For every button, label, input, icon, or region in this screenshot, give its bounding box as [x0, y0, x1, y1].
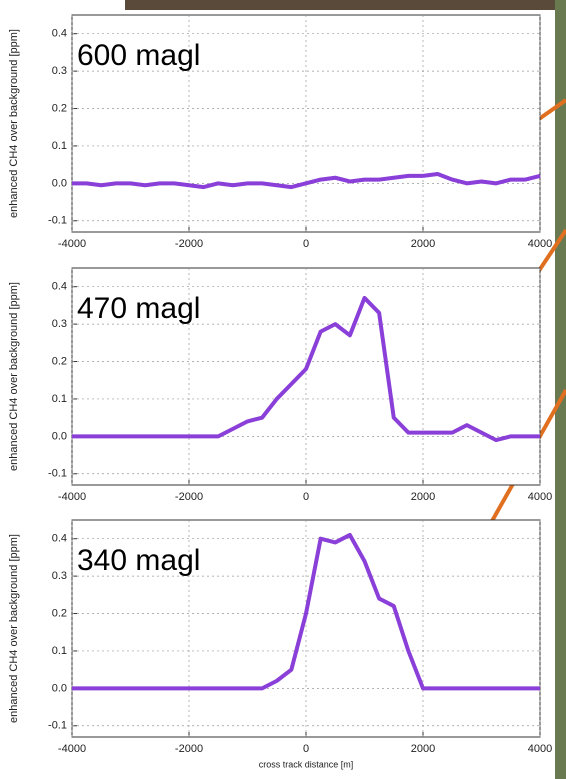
- x-axis-label: cross track distance [m]: [259, 759, 354, 769]
- y-tick-label: 0.0: [52, 177, 67, 189]
- y-tick-label: 0.4: [52, 281, 67, 293]
- x-tick-label: 0: [303, 743, 309, 755]
- data-line: [72, 172, 541, 190]
- y-axis-label: enhanced CH4 over background [ppm]: [8, 282, 20, 471]
- map-strip-top: [125, 0, 566, 10]
- x-tick-label: 2000: [411, 238, 435, 250]
- y-tick-label: 0.1: [52, 140, 67, 152]
- y-tick-label: 0.3: [52, 570, 67, 582]
- y-tick-label: 0.2: [52, 355, 67, 367]
- x-tick-label: 4000: [528, 491, 552, 503]
- y-tick-label: -0.1: [48, 468, 67, 480]
- y-axis-label: enhanced CH4 over background [ppm]: [8, 29, 20, 218]
- y-tick-label: 0.3: [52, 65, 67, 77]
- x-tick-label: 2000: [411, 743, 435, 755]
- data-line: [72, 295, 540, 443]
- x-tick-label: 0: [303, 491, 309, 503]
- x-tick-label: 0: [303, 238, 309, 250]
- x-tick-label: -4000: [58, 743, 86, 755]
- y-tick-label: 0.2: [52, 607, 67, 619]
- annotation: 600 magl: [77, 39, 200, 72]
- x-tick-label: -2000: [175, 491, 203, 503]
- y-tick-label: 0.1: [52, 393, 67, 405]
- x-tick-label: -2000: [175, 238, 203, 250]
- x-tick-label: -4000: [58, 491, 86, 503]
- y-tick-label: 0.1: [52, 645, 67, 657]
- y-tick-label: -0.1: [48, 215, 67, 227]
- y-axis-label: enhanced CH4 over background [ppm]: [8, 534, 20, 723]
- annotation: 470 magl: [77, 292, 200, 325]
- x-tick-label: 2000: [411, 491, 435, 503]
- data-line: [72, 532, 540, 691]
- y-tick-label: 0.3: [52, 318, 67, 330]
- y-tick-label: 0.2: [52, 102, 67, 114]
- y-tick-label: 0.4: [52, 533, 67, 545]
- y-tick-label: -0.1: [48, 720, 67, 732]
- y-tick-label: 0.4: [52, 28, 67, 40]
- x-tick-label: 4000: [528, 238, 552, 250]
- x-tick-label: 4000: [528, 743, 552, 755]
- y-tick-label: 0.0: [52, 430, 67, 442]
- x-tick-label: -2000: [175, 743, 203, 755]
- y-tick-label: 0.0: [52, 682, 67, 694]
- map-strip-right: [555, 0, 566, 779]
- annotation: 340 magl: [77, 544, 200, 577]
- x-tick-label: -4000: [58, 238, 86, 250]
